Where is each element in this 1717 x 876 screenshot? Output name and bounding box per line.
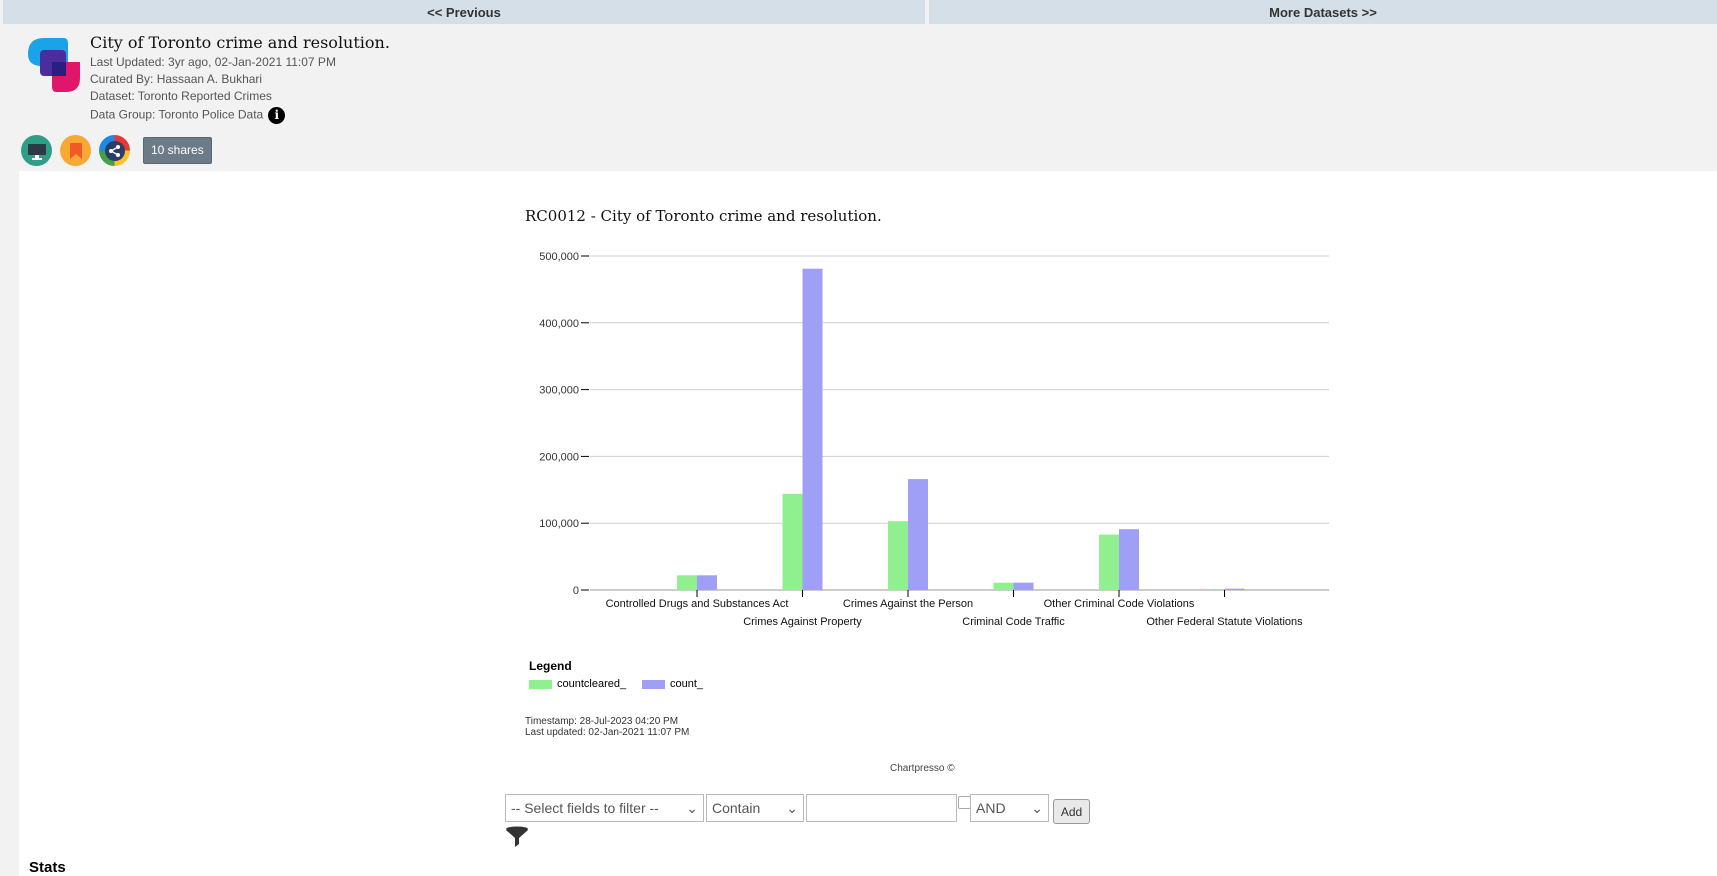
filter-logic-value: AND xyxy=(976,800,1006,816)
chevron-down-icon: ⌄ xyxy=(686,799,698,816)
stats-heading: Stats xyxy=(29,859,66,876)
filter-field-select[interactable]: -- Select fields to filter -- ⌄ xyxy=(505,794,704,822)
footer-last-updated: Last updated: 02-Jan-2021 11:07 PM xyxy=(525,727,690,738)
legend-title: Legend xyxy=(529,659,572,673)
filter-operator-value: Contain xyxy=(712,800,761,816)
chart-credit: Chartpresso © xyxy=(890,763,955,774)
data-group-row: Data Group: Toronto Police Data i xyxy=(90,107,286,124)
action-bar: 10 shares xyxy=(21,135,212,166)
app-logo xyxy=(28,38,80,92)
filter-operator-select[interactable]: Contain ⌄ xyxy=(706,794,804,822)
filter-field-value: -- Select fields to filter -- xyxy=(511,800,659,816)
legend-item-countcleared: countcleared_ xyxy=(529,678,626,690)
dataset-text: Dataset: Toronto Reported Crimes xyxy=(90,89,272,103)
filter-funnel-icon[interactable] xyxy=(505,826,529,848)
monitor-icon[interactable] xyxy=(21,135,52,166)
previous-button[interactable]: << Previous xyxy=(3,0,925,24)
info-icon[interactable]: i xyxy=(268,107,286,124)
chart-panel xyxy=(19,171,1717,876)
page-title: City of Toronto crime and resolution. xyxy=(90,33,390,52)
chevron-down-icon: ⌄ xyxy=(786,799,798,816)
chevron-down-icon: ⌄ xyxy=(1031,799,1043,816)
legend-swatch-purple xyxy=(642,679,665,689)
shares-count-button[interactable]: 10 shares xyxy=(143,137,212,164)
more-datasets-button[interactable]: More Datasets >> xyxy=(929,0,1717,24)
filter-logic-select[interactable]: AND ⌄ xyxy=(970,794,1049,822)
filter-value-input[interactable] xyxy=(806,794,957,822)
data-group-text: Data Group: Toronto Police Data xyxy=(90,107,264,122)
top-navigation: << Previous More Datasets >> xyxy=(3,0,1717,24)
curator-text: Curated By: Hassaan A. Bukhari xyxy=(90,72,263,86)
chart-title: RC0012 - City of Toronto crime and resol… xyxy=(525,207,882,225)
timestamp-text: Timestamp: 28-Jul-2023 04:20 PM xyxy=(525,716,679,727)
legend-label-countcleared: countcleared_ xyxy=(557,678,627,690)
share-icon[interactable] xyxy=(99,135,130,166)
legend-item-count: count_ xyxy=(642,678,703,690)
legend-swatch-green xyxy=(529,679,552,689)
add-filter-button[interactable]: Add xyxy=(1053,799,1090,824)
last-updated-text: Last Updated: 3yr ago, 02-Jan-2021 11:07… xyxy=(90,55,336,69)
legend-label-count: count_ xyxy=(670,678,704,690)
bookmark-icon[interactable] xyxy=(60,135,91,166)
